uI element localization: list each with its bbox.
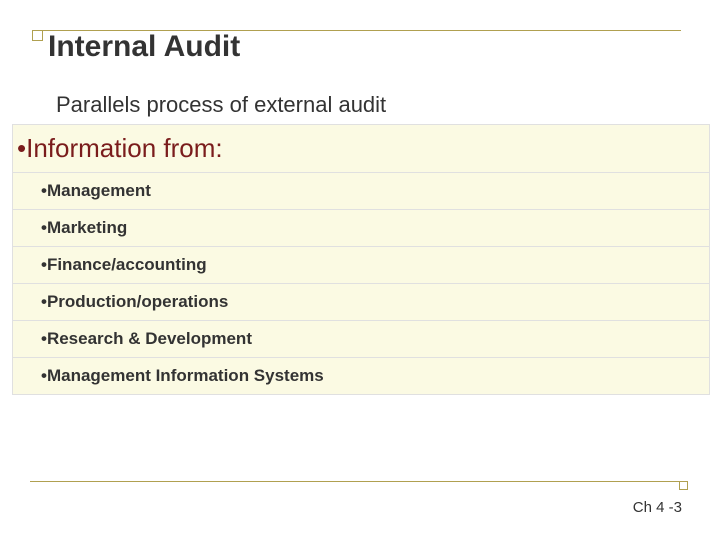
item-label: Finance/accounting bbox=[47, 255, 207, 274]
item-text: •Research & Development bbox=[41, 329, 252, 348]
item-text: •Finance/accounting bbox=[41, 255, 207, 274]
page-number: Ch 4 -3 bbox=[633, 499, 682, 516]
item-label: Management bbox=[47, 181, 151, 200]
footer-rule bbox=[30, 481, 680, 482]
content-box: •Information from: •Management •Marketin… bbox=[12, 124, 710, 395]
list-item: •Management bbox=[13, 173, 709, 210]
list-item: •Production/operations bbox=[13, 284, 709, 321]
slide-subtitle: Parallels process of external audit bbox=[0, 92, 720, 118]
heading-text: •Information from: bbox=[17, 133, 223, 163]
item-label: Research & Development bbox=[47, 329, 252, 348]
item-label: Production/operations bbox=[47, 292, 228, 311]
item-text: •Marketing bbox=[41, 218, 127, 237]
item-text: •Management bbox=[41, 181, 151, 200]
slide-title: Internal Audit bbox=[48, 30, 720, 64]
list-item: •Management Information Systems bbox=[13, 358, 709, 394]
list-item: •Marketing bbox=[13, 210, 709, 247]
heading-row: •Information from: bbox=[13, 125, 709, 173]
heading-label: Information from: bbox=[26, 133, 223, 163]
bullet-icon: • bbox=[17, 133, 26, 163]
title-area: Internal Audit bbox=[0, 30, 720, 64]
footer-square-icon bbox=[679, 481, 688, 490]
slide-container: Internal Audit Parallels process of exte… bbox=[0, 0, 720, 540]
item-label: Management Information Systems bbox=[47, 366, 324, 385]
item-text: •Management Information Systems bbox=[41, 366, 324, 385]
item-label: Marketing bbox=[47, 218, 127, 237]
list-item: •Finance/accounting bbox=[13, 247, 709, 284]
list-item: •Research & Development bbox=[13, 321, 709, 358]
item-text: •Production/operations bbox=[41, 292, 228, 311]
